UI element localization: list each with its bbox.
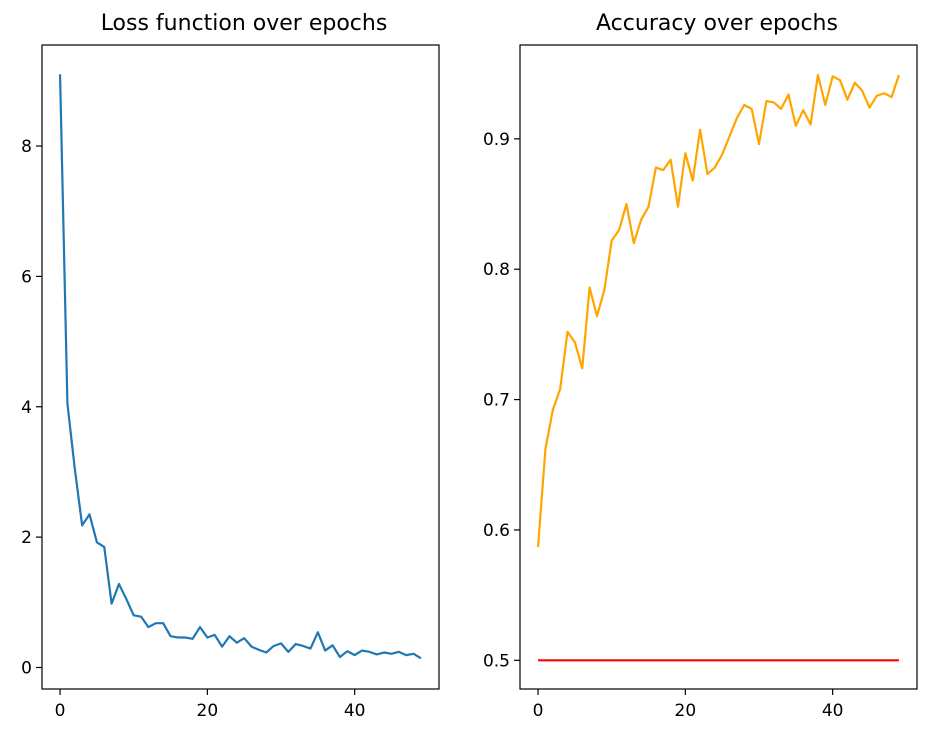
loss-y-tick-label: 4: [21, 398, 32, 418]
loss-y-tick-label: 0: [21, 658, 32, 678]
accuracy-y-tick-label: 0.5: [483, 651, 510, 671]
accuracy-y-tick-label: 0.8: [483, 260, 510, 280]
accuracy-series-line-0: [536, 73, 900, 547]
accuracy-plot-frame: [519, 44, 918, 690]
loss-plot-frame: [41, 44, 440, 690]
accuracy-x-tick-label: 40: [822, 701, 844, 721]
accuracy-y-tick-label: 0.6: [483, 521, 510, 541]
loss-y-tick-label: 2: [21, 528, 32, 548]
accuracy-series-lines: [536, 73, 900, 662]
loss-y-tick-label: 6: [21, 267, 32, 287]
accuracy-x-tick-label: 20: [675, 701, 697, 721]
loss-subplot: Loss function over epochs 0 20 40 0 2 4 6 8: [21, 11, 440, 721]
accuracy-y-tick-label: 0.9: [483, 130, 510, 150]
accuracy-x-tick-label: 0: [533, 701, 544, 721]
loss-axis-ticks: 0 20 40 0 2 4 6 8: [21, 137, 365, 721]
accuracy-subplot: Accuracy over epochs 0 20 40 0.5 0.6 0.7 0.8 0.…: [483, 11, 918, 721]
loss-y-tick-label: 8: [21, 137, 32, 157]
loss-series-line-0: [58, 74, 422, 660]
accuracy-chart-title: Accuracy over epochs: [596, 11, 838, 36]
loss-x-tick-label: 0: [55, 701, 66, 721]
accuracy-y-tick-label: 0.7: [483, 391, 510, 411]
loss-series-lines: [58, 74, 422, 660]
accuracy-axis-ticks: 0 20 40 0.5 0.6 0.7 0.8 0.9: [483, 130, 844, 721]
loss-x-tick-label: 40: [344, 701, 366, 721]
loss-x-tick-label: 20: [197, 701, 219, 721]
loss-chart-title: Loss function over epochs: [101, 11, 388, 36]
